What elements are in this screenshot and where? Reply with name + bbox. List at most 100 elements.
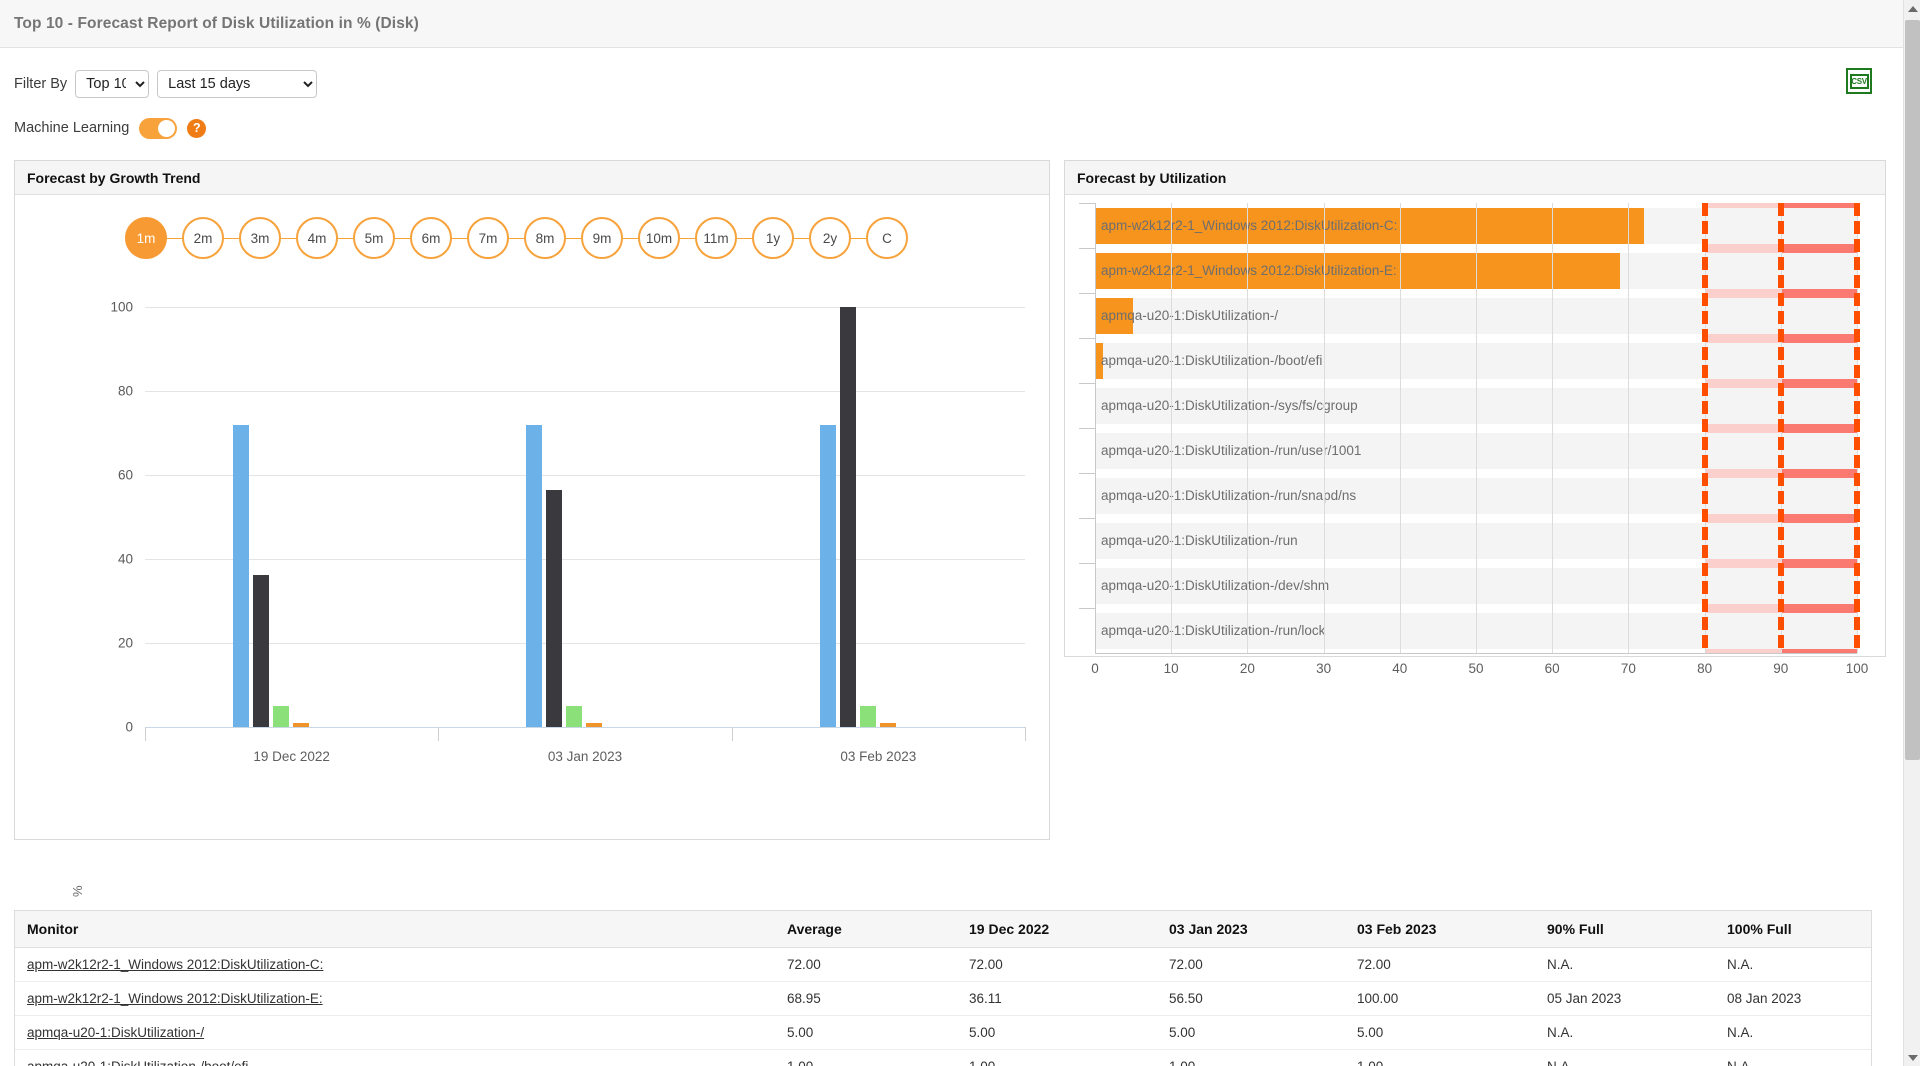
utilization-bar[interactable] — [1095, 297, 1134, 334]
table-cell-full100: N.A. — [1715, 1015, 1871, 1050]
monitor-link[interactable]: apm-w2k12r2-1_Windows 2012:DiskUtilizati… — [27, 957, 324, 972]
table-cell-monitor: apm-w2k12r2-1_Windows 2012:DiskUtilizati… — [15, 947, 775, 982]
machine-learning-toggle[interactable] — [139, 117, 178, 139]
period-pill-2y[interactable]: 2y — [809, 217, 851, 259]
table-cell-monitor: apmqa-u20-1:DiskUtilization-/ — [15, 1015, 775, 1050]
growth-x-label: 03 Jan 2023 — [547, 749, 623, 764]
table-column-header[interactable]: 100% Full — [1715, 911, 1871, 948]
monitor-link[interactable]: apm-w2k12r2-1_Windows 2012:DiskUtilizati… — [27, 991, 323, 1006]
utilization-bar[interactable] — [1095, 342, 1103, 379]
utilization-x-tick: 20 — [1239, 661, 1255, 676]
period-pill-1m[interactable]: 1m — [125, 217, 167, 259]
table-cell-full90: N.A. — [1535, 947, 1715, 982]
period-pill-1y[interactable]: 1y — [752, 217, 794, 259]
period-pill-7m[interactable]: 7m — [467, 217, 509, 259]
table-column-header[interactable]: 19 Dec 2022 — [957, 911, 1157, 948]
period-pill-11m[interactable]: 11m — [695, 217, 737, 259]
utilization-chart: apm-w2k12r2-1_Windows 2012:DiskUtilizati… — [1065, 195, 1885, 676]
utilization-bar[interactable] — [1095, 207, 1644, 244]
forecast-growth-title: Forecast by Growth Trend — [27, 169, 201, 186]
pill-separator — [680, 237, 695, 239]
period-pill-6m[interactable]: 6m — [410, 217, 452, 259]
table-column-header[interactable]: 03 Jan 2023 — [1157, 911, 1345, 948]
utilization-x-tick: 90 — [1773, 661, 1789, 676]
table-cell-d1: 36.11 — [957, 981, 1157, 1016]
table-cell-d1: 72.00 — [957, 947, 1157, 982]
utilization-x-tick: 30 — [1316, 661, 1332, 676]
top-n-select[interactable]: Top 5Top 10Top 15Top 25 — [75, 70, 150, 98]
growth-bar[interactable] — [839, 307, 856, 727]
machine-learning-label: Machine Learning — [14, 120, 130, 136]
table-cell-full100: 08 Jan 2023 — [1715, 981, 1871, 1016]
growth-bar[interactable] — [859, 706, 876, 727]
growth-bar-group — [233, 307, 309, 727]
growth-bar[interactable] — [546, 489, 563, 727]
growth-gridline — [145, 643, 1025, 644]
utilization-gridline — [1399, 203, 1401, 653]
table-cell-d2: 5.00 — [1157, 1015, 1345, 1050]
table-cell-full100: N.A. — [1715, 947, 1871, 982]
period-pill-3m[interactable]: 3m — [239, 217, 281, 259]
period-pill-10m[interactable]: 10m — [638, 217, 680, 259]
growth-bar[interactable] — [293, 722, 309, 727]
growth-bar[interactable] — [819, 424, 836, 727]
utilization-x-tick: 50 — [1468, 661, 1484, 676]
growth-x-label: 19 Dec 2022 — [253, 749, 330, 764]
growth-bar[interactable] — [879, 722, 896, 727]
growth-bar[interactable] — [253, 575, 269, 727]
utilization-y-tickmark — [1079, 608, 1095, 609]
utilization-y-tickmark — [1079, 248, 1095, 249]
utilization-x-tick: 10 — [1163, 661, 1179, 676]
time-range-select[interactable]: Last 7 daysLast 15 daysLast 30 daysLast … — [157, 70, 318, 98]
growth-bar[interactable] — [273, 706, 289, 727]
pill-separator — [338, 237, 353, 239]
forecast-table-container: Monitor Average 19 Dec 2022 03 Jan 2023 03 F… — [14, 910, 1872, 1066]
pill-separator — [794, 237, 809, 239]
utilization-y-tickmark — [1079, 518, 1095, 519]
scroll-down-arrow-icon[interactable] — [1904, 1049, 1920, 1066]
csv-export-icon[interactable]: CSV — [1846, 68, 1872, 94]
table-column-header[interactable]: 90% Full — [1535, 911, 1715, 948]
utilization-gridline — [1628, 203, 1630, 653]
table-column-header[interactable]: 03 Feb 2023 — [1345, 911, 1535, 948]
table-row: apm-w2k12r2-1_Windows 2012:DiskUtilizati… — [15, 947, 1871, 982]
filter-by-label: Filter By — [14, 76, 68, 92]
machine-learning-row: Machine Learning ? — [0, 100, 1920, 156]
pill-separator — [566, 237, 581, 239]
help-icon[interactable]: ? — [187, 118, 207, 138]
growth-bar[interactable] — [526, 424, 543, 727]
utilization-gridline — [1247, 203, 1249, 653]
utilization-threshold-line-90 — [1777, 203, 1784, 653]
table-cell-d2: 72.00 — [1157, 947, 1345, 982]
period-pill-2m[interactable]: 2m — [182, 217, 224, 259]
period-pill-5m[interactable]: 5m — [353, 217, 395, 259]
utilization-bar[interactable] — [1095, 252, 1621, 289]
utilization-x-tick: 80 — [1697, 661, 1713, 676]
table-column-header[interactable]: Monitor — [15, 911, 775, 948]
page-scrollbar[interactable] — [1903, 0, 1920, 1066]
table-cell-full90: 05 Jan 2023 — [1535, 981, 1715, 1016]
growth-bar[interactable] — [566, 706, 583, 727]
scroll-up-arrow-icon[interactable] — [1904, 0, 1920, 17]
table-cell-average: 1.00 — [775, 1049, 957, 1066]
growth-gridline — [145, 307, 1025, 308]
growth-bar[interactable] — [233, 424, 249, 727]
growth-gridline — [145, 391, 1025, 392]
table-column-header[interactable]: Average — [775, 911, 957, 948]
growth-bar[interactable] — [586, 722, 603, 727]
period-pill-4m[interactable]: 4m — [296, 217, 338, 259]
utilization-y-tickmark — [1079, 203, 1095, 204]
growth-gridline — [145, 475, 1025, 476]
table-body: apm-w2k12r2-1_Windows 2012:DiskUtilizati… — [15, 947, 1871, 1066]
monitor-link[interactable]: apmqa-u20-1:DiskUtilization-/ — [27, 1025, 205, 1040]
monitor-link[interactable]: apmqa-u20-1:DiskUtilization-/boot/efi — [27, 1059, 248, 1066]
growth-x-label: 03 Feb 2023 — [840, 749, 917, 764]
period-pill-9m[interactable]: 9m — [581, 217, 623, 259]
utilization-gridline — [1171, 203, 1173, 653]
scrollbar-thumb[interactable] — [1905, 20, 1920, 760]
period-pill-8m[interactable]: 8m — [524, 217, 566, 259]
period-pill-C[interactable]: C — [866, 217, 908, 259]
table-cell-d1: 5.00 — [957, 1015, 1157, 1050]
growth-x-tickmark — [145, 727, 146, 741]
utilization-threshold-line-100 — [1854, 203, 1860, 653]
